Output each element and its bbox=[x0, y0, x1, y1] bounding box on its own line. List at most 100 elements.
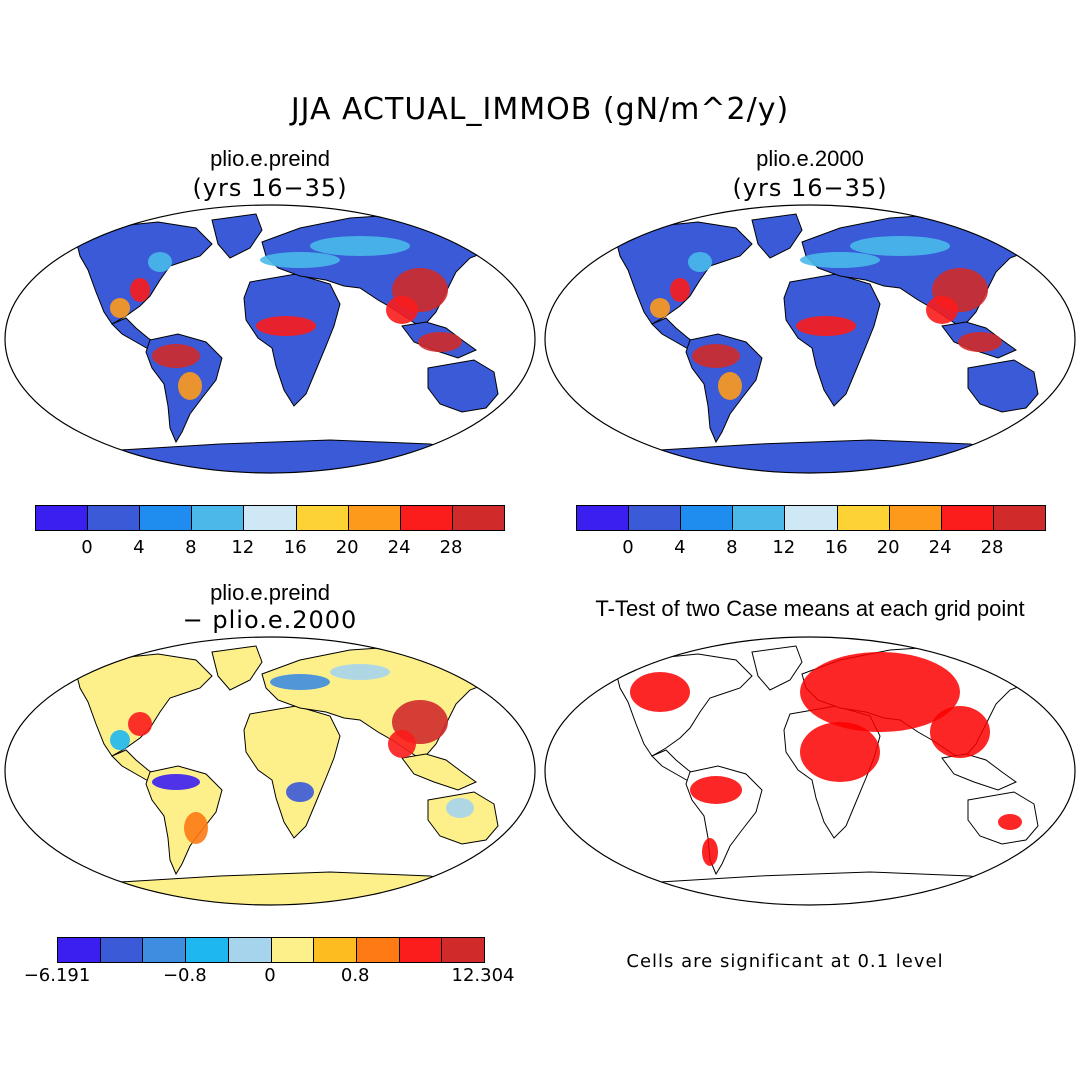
colorbar-swatch bbox=[296, 506, 349, 530]
tick-label: 28 bbox=[439, 537, 463, 558]
landmass-africa bbox=[783, 273, 881, 407]
tick-label: 0 bbox=[264, 965, 276, 986]
landmass-namerica bbox=[75, 653, 213, 757]
colorbar-swatch bbox=[889, 506, 942, 530]
tick-label: 20 bbox=[876, 537, 900, 558]
tick-label: 16 bbox=[824, 537, 848, 558]
tick-label: 12 bbox=[231, 537, 255, 558]
field-patch bbox=[718, 372, 742, 400]
colorbar-swatch bbox=[400, 506, 453, 530]
field-patch bbox=[998, 814, 1022, 830]
colorbar-swatch bbox=[314, 938, 357, 962]
field-patch bbox=[178, 372, 202, 400]
field-patch bbox=[692, 344, 740, 368]
panel-1-colorbar bbox=[35, 505, 505, 531]
landmass-africa bbox=[243, 705, 341, 839]
landmass-seasia bbox=[401, 753, 478, 791]
tick-label: 0 bbox=[622, 537, 634, 558]
colorbar-swatch bbox=[88, 506, 141, 530]
field-patch bbox=[800, 252, 880, 268]
map-border bbox=[544, 204, 1076, 474]
field-patch bbox=[152, 344, 200, 368]
tick-label: 28 bbox=[980, 537, 1004, 558]
field-patch bbox=[184, 812, 208, 844]
tick-label: −0.8 bbox=[162, 965, 207, 986]
colorbar-swatch bbox=[442, 938, 485, 962]
landmass-africa bbox=[243, 273, 341, 407]
colorbar-swatch bbox=[356, 938, 400, 962]
field-patch bbox=[926, 296, 958, 324]
colorbar-swatch bbox=[140, 506, 193, 530]
landmass-antarctica bbox=[119, 871, 474, 905]
colorbar-swatch bbox=[244, 506, 297, 530]
panel-3-colorbar-ticks: −6.191 −0.8 0 0.8 12.304 bbox=[24, 965, 515, 989]
panel-1-map bbox=[4, 204, 536, 474]
colorbar-swatch bbox=[192, 506, 245, 530]
field-patch bbox=[310, 236, 410, 256]
field-patch bbox=[702, 838, 718, 866]
field-patch bbox=[650, 298, 670, 318]
field-patch bbox=[270, 674, 330, 690]
landmass-namerica bbox=[615, 221, 753, 325]
field-patch bbox=[128, 712, 152, 736]
landmass-antarctica bbox=[119, 439, 474, 473]
colorbar-swatch bbox=[271, 938, 315, 962]
field-patch bbox=[670, 278, 690, 302]
colorbar-swatch bbox=[837, 506, 890, 530]
colorbar-swatch bbox=[228, 938, 272, 962]
field-patch bbox=[690, 776, 742, 804]
map-border bbox=[544, 636, 1076, 906]
field-patch bbox=[930, 706, 990, 758]
landmass-antarctica bbox=[659, 871, 1014, 905]
tick-label: 12.304 bbox=[451, 965, 515, 986]
field-patch bbox=[800, 722, 880, 782]
colorbar-swatch bbox=[629, 506, 682, 530]
colorbar-swatch bbox=[399, 938, 443, 962]
figure-title: JJA ACTUAL_IMMOB (gN/m^2/y) bbox=[290, 92, 790, 127]
tick-label: 4 bbox=[133, 537, 145, 558]
colorbar-swatch bbox=[785, 506, 838, 530]
tick-label: 12 bbox=[772, 537, 796, 558]
tick-label: 8 bbox=[185, 537, 197, 558]
field-patch bbox=[386, 296, 418, 324]
tick-label: 24 bbox=[387, 537, 411, 558]
colorbar-swatch bbox=[58, 938, 101, 962]
map-border bbox=[4, 636, 536, 906]
landmass-antarctica bbox=[659, 439, 1014, 473]
colorbar-swatch bbox=[993, 506, 1045, 530]
landmass-australia bbox=[427, 791, 499, 845]
tick-label: 24 bbox=[928, 537, 952, 558]
colorbar-swatch bbox=[348, 506, 401, 530]
landmass-samerica bbox=[145, 765, 223, 876]
field-patch bbox=[110, 730, 130, 750]
panel-1-title: plio.e.preind bbox=[210, 146, 330, 171]
tick-label: 8 bbox=[726, 537, 738, 558]
landmass-australia bbox=[427, 359, 499, 413]
significance-note: Cells are significant at 0.1 level bbox=[626, 951, 944, 972]
tick-label: 0 bbox=[81, 537, 93, 558]
colorbar-swatch bbox=[733, 506, 786, 530]
field-patch bbox=[446, 798, 474, 818]
panel-1-colorbar-ticks: 0 4 8 12 16 20 24 28 bbox=[35, 537, 503, 561]
panel-1-subtitle: (yrs 16−35) bbox=[192, 174, 348, 202]
colorbar-swatch bbox=[452, 506, 504, 530]
field-patch bbox=[800, 652, 960, 732]
field-patch bbox=[958, 332, 1002, 352]
tick-label: 20 bbox=[335, 537, 359, 558]
landmass-greenland bbox=[751, 213, 803, 259]
colorbar-swatch bbox=[186, 938, 229, 962]
landmass-namerica bbox=[75, 221, 213, 325]
field-patch bbox=[260, 252, 340, 268]
panel-3-subtitle: − plio.e.2000 bbox=[182, 606, 358, 634]
landmass-seasia bbox=[941, 753, 1018, 791]
panel-3-title: plio.e.preind bbox=[210, 580, 330, 605]
tick-label: 16 bbox=[283, 537, 307, 558]
field-patch bbox=[256, 316, 316, 336]
panel-3-map bbox=[4, 636, 536, 906]
landmass-greenland bbox=[211, 213, 263, 259]
field-patch bbox=[330, 664, 390, 680]
field-patch bbox=[130, 278, 150, 302]
landmass-australia bbox=[967, 359, 1039, 413]
panel-2-subtitle: (yrs 16−35) bbox=[732, 174, 888, 202]
colorbar-swatch bbox=[100, 938, 144, 962]
